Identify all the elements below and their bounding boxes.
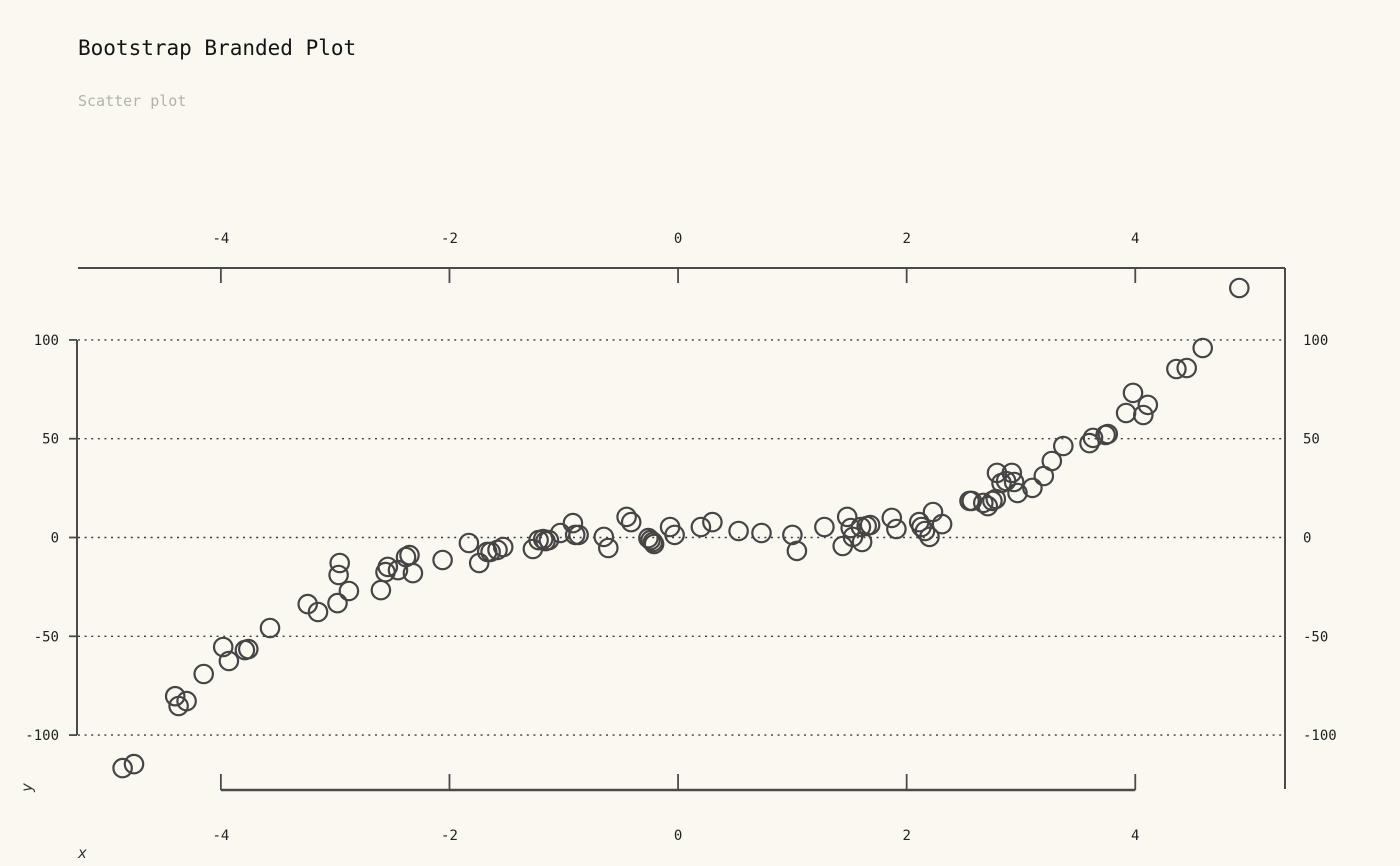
bottom-x-tick-label: 4: [1131, 828, 1139, 844]
scatter-point: [1122, 382, 1144, 404]
scatter-point: [1166, 358, 1187, 380]
scatter-point: [728, 520, 749, 542]
scatter-point: [123, 753, 145, 775]
scatter-point: [638, 527, 659, 549]
scatter-point: [982, 490, 1003, 512]
left-y-tick-label: 50: [42, 432, 59, 448]
bottom-x-tick-label: -2: [441, 828, 458, 844]
scatter-point: [458, 532, 480, 554]
scatter-point: [836, 506, 858, 528]
scatter-point: [193, 663, 214, 685]
scatter-point: [840, 517, 861, 539]
scatter-point: [643, 533, 665, 555]
scatter-point: [1001, 462, 1023, 484]
scatter-point: [1003, 471, 1025, 493]
scatter-point: [702, 511, 723, 533]
scatter-point: [922, 501, 944, 523]
scatter-point: [1053, 435, 1074, 457]
scatter-point: [1229, 277, 1250, 299]
scatter-point: [1137, 394, 1159, 416]
scatter-point: [881, 507, 903, 529]
scatter-point: [238, 638, 259, 660]
chart-title: Bootstrap Branded Plot: [78, 36, 357, 60]
scatter-point: [327, 592, 348, 614]
scatter-point: [212, 636, 234, 658]
scatter-point: [814, 516, 835, 538]
scatter-point: [492, 536, 514, 558]
scatter-point: [259, 617, 281, 639]
bottom-x-tick-label: -4: [212, 828, 229, 844]
scatter-point: [1082, 427, 1104, 449]
scatter-point: [328, 564, 349, 586]
scatter-point: [297, 593, 318, 615]
scatter-point: [1079, 432, 1100, 454]
scatter-point: [1097, 423, 1119, 445]
scatter-point: [402, 562, 424, 584]
scatter-point: [690, 516, 712, 538]
right-y-tick-label: 0: [1303, 530, 1311, 546]
scatter-point: [1007, 482, 1028, 504]
scatter-point: [562, 512, 584, 534]
top-x-tick-label: 4: [1131, 231, 1139, 247]
scatter-point: [859, 514, 881, 536]
right-y-tick-label: -100: [1303, 728, 1337, 744]
scatter-point: [977, 495, 999, 517]
scatter-point: [919, 526, 940, 548]
scatter-point: [307, 601, 329, 623]
bottom-x-tick-label: 2: [902, 828, 910, 844]
right-y-tick-label: 50: [1303, 432, 1320, 448]
scatter-point: [1041, 450, 1063, 472]
scatter-point: [338, 580, 360, 602]
top-x-tick-label: 0: [674, 231, 682, 247]
scatter-point: [620, 511, 642, 533]
scatter-point: [176, 690, 197, 712]
scatter-point: [377, 556, 399, 578]
scatter-point: [1115, 402, 1137, 424]
scatter-point: [329, 552, 350, 574]
left-y-tick-label: -100: [25, 728, 59, 744]
scatter-point: [370, 579, 392, 601]
scatter-point: [1133, 404, 1154, 426]
left-y-tick-label: -50: [34, 629, 59, 645]
scatter-point: [597, 537, 619, 559]
scatter-point: [218, 650, 240, 672]
scatter-point: [112, 757, 133, 779]
scatter-point: [914, 520, 936, 542]
scatter-point: [886, 518, 907, 540]
scatter-point: [931, 513, 953, 535]
scatter-point: [1176, 357, 1197, 379]
scatter-point: [972, 492, 994, 514]
y-axis-label: y: [18, 783, 36, 793]
scatter-point: [751, 522, 772, 544]
top-x-tick-label: -4: [212, 231, 229, 247]
left-y-tick-label: 0: [51, 530, 59, 546]
right-y-tick-label: 100: [1303, 333, 1328, 349]
bottom-x-tick-label: 0: [674, 828, 682, 844]
scatter-point: [1192, 337, 1213, 359]
top-x-tick-label: -2: [441, 231, 458, 247]
x-axis-label: x: [77, 844, 87, 862]
top-x-tick-label: 2: [902, 231, 910, 247]
scatter-point: [1022, 477, 1043, 499]
right-y-tick-label: -50: [1303, 629, 1328, 645]
scatter-point: [664, 524, 685, 546]
chart-subtitle: Scatter plot: [78, 92, 187, 110]
scatter-point: [616, 506, 637, 528]
scatter-point: [568, 524, 589, 546]
scatter-point: [640, 529, 661, 551]
scatter-point: [538, 529, 560, 551]
left-y-tick-label: 100: [34, 333, 59, 349]
scatter-point: [786, 540, 808, 562]
scatter-point: [432, 549, 453, 571]
scatter-point: [164, 685, 186, 707]
scatter-point: [593, 526, 615, 548]
